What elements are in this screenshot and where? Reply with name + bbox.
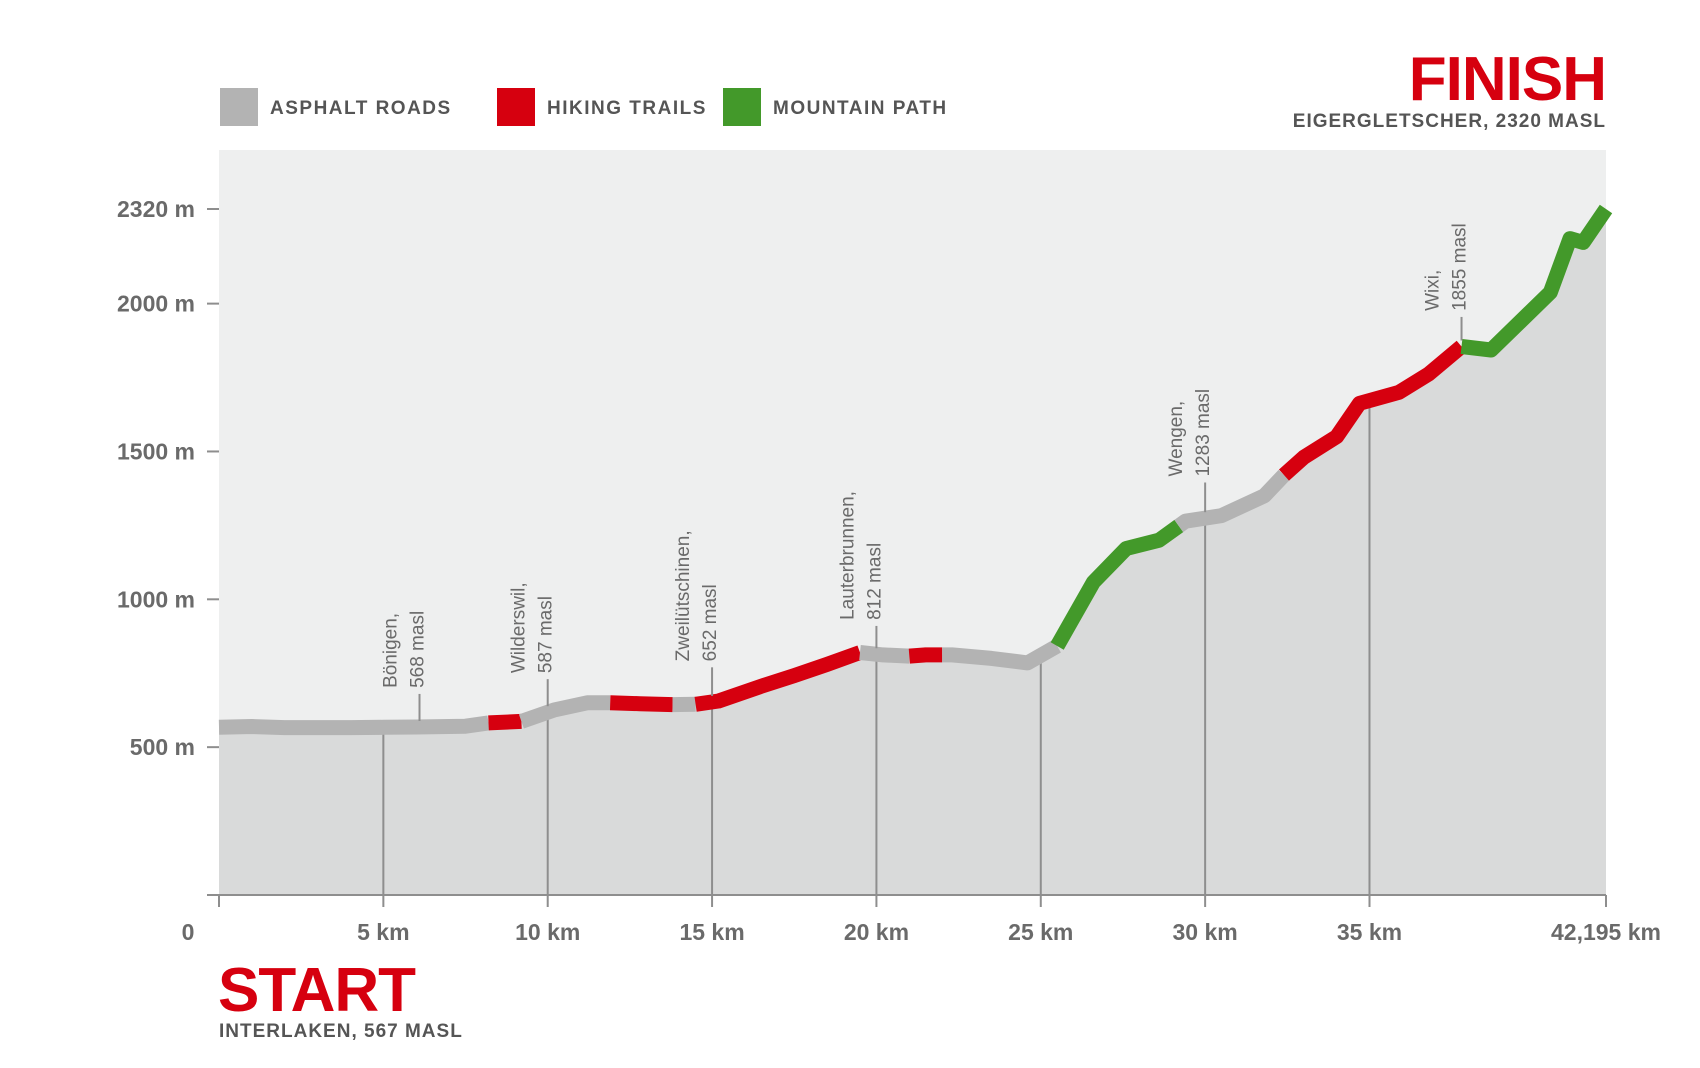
x-axis: 0 5 km 10 km 15 km 20 km 25 km 30 km 35 km 42,19… bbox=[182, 894, 1661, 945]
checkpoint-label: Wilderswil, 587 masl bbox=[509, 582, 557, 673]
start-subtitle: INTERLAKEN, 567 MASL bbox=[219, 1021, 463, 1042]
legend: ASPHALT ROADS HIKING TRAILS MOUNTAIN PAT… bbox=[220, 88, 948, 126]
legend-label-asphalt: ASPHALT ROADS bbox=[270, 98, 452, 119]
y-tick-label: 1000 m bbox=[117, 586, 195, 612]
route-segment-hiking bbox=[1278, 340, 1467, 481]
finish-subtitle: EIGERGLETSCHER, 2320 MASL bbox=[1293, 111, 1606, 132]
x-tick-label: 5 km bbox=[357, 919, 409, 945]
route-segments bbox=[218, 204, 1613, 736]
x-tick-label: 30 km bbox=[1173, 919, 1238, 945]
x-tick-label: 20 km bbox=[844, 919, 909, 945]
route-segment-hiking bbox=[488, 713, 522, 731]
x-tick-label: 25 km bbox=[1008, 919, 1073, 945]
distance-gridlines bbox=[382, 400, 1371, 895]
legend-swatch-mountain bbox=[723, 88, 761, 126]
x-tick-label: 42,195 km bbox=[1551, 919, 1661, 945]
route-segment-hiking bbox=[908, 647, 943, 664]
legend-swatch-hiking bbox=[497, 88, 535, 126]
route-segment-asphalt bbox=[218, 715, 490, 736]
route-segment-asphalt bbox=[942, 639, 1061, 671]
start-title: START bbox=[218, 956, 416, 1025]
elevation-area bbox=[219, 209, 1606, 895]
y-tick-label: 2320 m bbox=[117, 196, 195, 222]
x-tick-label: 0 bbox=[182, 919, 195, 945]
checkpoint-label: Wengen, 1283 masl bbox=[1166, 389, 1214, 477]
finish-title: FINISH bbox=[1409, 45, 1606, 114]
checkpoint-label: Zweilütschinen, 652 masl bbox=[673, 530, 721, 661]
x-tick-label: 10 km bbox=[515, 919, 580, 945]
y-tick-label: 500 m bbox=[130, 734, 195, 760]
x-tick-label: 35 km bbox=[1337, 919, 1402, 945]
checkpoint-label: Wixi, 1855 masl bbox=[1423, 223, 1471, 311]
y-axis: 500 m 1000 m 1500 m 2000 m 2320 m bbox=[117, 196, 219, 896]
route-segment-mountain bbox=[1460, 204, 1613, 358]
route-segment-asphalt bbox=[1174, 469, 1290, 533]
checkpoints: Bönigen, 568 masl Wilderswil, 587 masl Zweil… bbox=[381, 223, 1471, 721]
legend-swatch-asphalt bbox=[220, 88, 258, 126]
y-tick-label: 2000 m bbox=[117, 291, 195, 317]
legend-label-hiking: HIKING TRAILS bbox=[547, 98, 707, 119]
legend-label-mountain: MOUNTAIN PATH bbox=[773, 98, 948, 119]
x-tick-label: 15 km bbox=[679, 919, 744, 945]
route-segment-asphalt bbox=[518, 695, 611, 729]
checkpoint-label: Bönigen, 568 masl bbox=[381, 611, 429, 688]
route-segment-asphalt bbox=[859, 645, 910, 664]
y-tick-label: 1500 m bbox=[117, 438, 195, 464]
route-segment-hiking bbox=[609, 695, 673, 713]
route-segment-hiking bbox=[694, 645, 863, 712]
route-segment-mountain bbox=[1050, 519, 1184, 650]
checkpoint-label: Lauterbrunnen, 812 masl bbox=[837, 491, 885, 620]
